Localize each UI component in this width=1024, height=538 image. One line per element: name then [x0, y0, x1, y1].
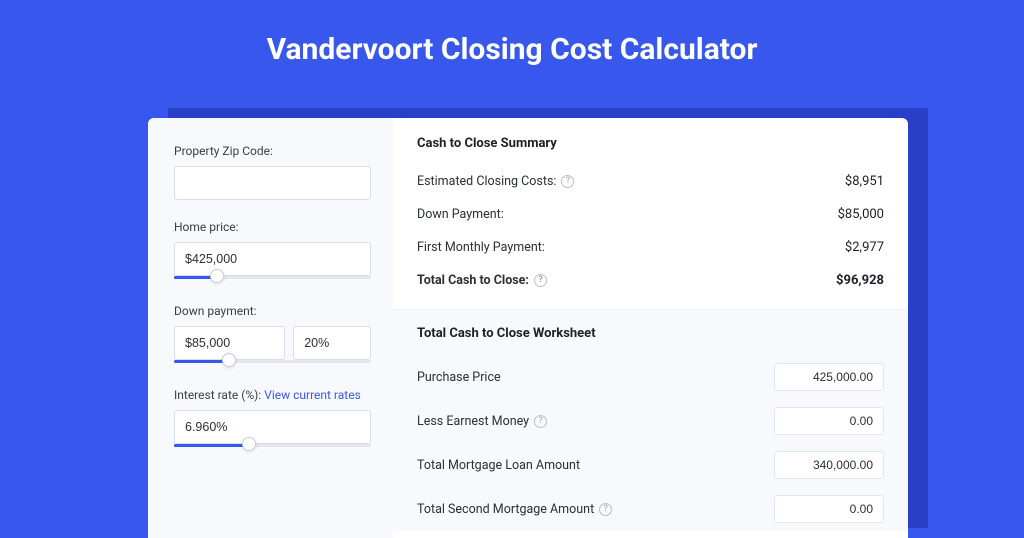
summary-label: Total Cash to Close:?: [417, 273, 547, 288]
worksheet-input[interactable]: [774, 363, 884, 391]
worksheet-input[interactable]: [774, 495, 884, 523]
worksheet-label-text: Purchase Price: [417, 370, 501, 385]
summary-title: Cash to Close Summary: [417, 136, 884, 151]
worksheet-row: Purchase Price: [417, 355, 884, 399]
summary-label-text: Estimated Closing Costs:: [417, 174, 556, 189]
summary-row: Total Cash to Close:? $96,928: [417, 264, 884, 297]
zip-label: Property Zip Code:: [174, 144, 371, 158]
worksheet-row: Total Mortgage Loan Amount: [417, 443, 884, 487]
summary-row: Down Payment: $85,000: [417, 198, 884, 231]
summary-label-text: Total Cash to Close:: [417, 273, 529, 288]
down-payment-slider[interactable]: [174, 358, 371, 368]
worksheet-label: Less Earnest Money?: [417, 414, 547, 429]
worksheet-input[interactable]: [774, 451, 884, 479]
interest-label-text: Interest rate (%):: [174, 388, 264, 402]
worksheet-panel: Total Cash to Close Worksheet Purchase P…: [393, 309, 908, 531]
results-panel: Cash to Close Summary Estimated Closing …: [393, 118, 908, 538]
worksheet-row: Total Second Mortgage Amount?: [417, 487, 884, 531]
home-price-label: Home price:: [174, 220, 371, 234]
calculator-card: Property Zip Code: Home price: Down paym…: [148, 118, 908, 538]
down-payment-group: Down payment:: [174, 304, 371, 368]
down-payment-pct-input[interactable]: [293, 326, 371, 360]
summary-label: Estimated Closing Costs:?: [417, 174, 574, 189]
help-icon[interactable]: ?: [561, 175, 574, 188]
help-icon[interactable]: ?: [534, 415, 547, 428]
worksheet-input[interactable]: [774, 407, 884, 435]
help-icon[interactable]: ?: [599, 503, 612, 516]
summary-label: Down Payment:: [417, 207, 504, 222]
slider-thumb[interactable]: [222, 353, 236, 367]
interest-slider[interactable]: [174, 442, 371, 452]
home-price-group: Home price:: [174, 220, 371, 284]
zip-group: Property Zip Code:: [174, 144, 371, 200]
slider-fill: [174, 360, 229, 363]
worksheet-list: Purchase Price Less Earnest Money? Total M…: [417, 355, 884, 531]
interest-label: Interest rate (%): View current rates: [174, 388, 371, 402]
worksheet-label-text: Total Second Mortgage Amount: [417, 502, 594, 517]
worksheet-row: Less Earnest Money?: [417, 399, 884, 443]
slider-thumb[interactable]: [242, 437, 256, 451]
summary-value: $8,951: [845, 174, 884, 189]
help-icon[interactable]: ?: [534, 274, 547, 287]
slider-thumb[interactable]: [210, 269, 224, 283]
worksheet-label: Purchase Price: [417, 370, 501, 385]
summary-value: $2,977: [845, 240, 884, 255]
worksheet-label-text: Total Mortgage Loan Amount: [417, 458, 580, 473]
summary-row: First Monthly Payment: $2,977: [417, 231, 884, 264]
worksheet-label-text: Less Earnest Money: [417, 414, 529, 429]
worksheet-label: Total Second Mortgage Amount?: [417, 502, 612, 517]
down-payment-label: Down payment:: [174, 304, 371, 318]
summary-label-text: First Monthly Payment:: [417, 240, 545, 255]
slider-fill: [174, 444, 249, 447]
worksheet-title: Total Cash to Close Worksheet: [417, 326, 884, 341]
view-rates-link[interactable]: View current rates: [264, 388, 361, 402]
home-price-slider[interactable]: [174, 274, 371, 284]
inputs-panel: Property Zip Code: Home price: Down paym…: [148, 118, 393, 538]
summary-value: $96,928: [836, 273, 884, 288]
interest-input[interactable]: [174, 410, 371, 444]
interest-group: Interest rate (%): View current rates: [174, 388, 371, 452]
home-price-input[interactable]: [174, 242, 371, 276]
zip-input[interactable]: [174, 166, 371, 200]
summary-row: Estimated Closing Costs:? $8,951: [417, 165, 884, 198]
summary-label: First Monthly Payment:: [417, 240, 545, 255]
page-title: Vandervoort Closing Cost Calculator: [0, 0, 1024, 95]
summary-label-text: Down Payment:: [417, 207, 504, 222]
summary-list: Estimated Closing Costs:? $8,951 Down Paym…: [417, 165, 884, 297]
worksheet-label: Total Mortgage Loan Amount: [417, 458, 580, 473]
summary-value: $85,000: [838, 207, 884, 222]
